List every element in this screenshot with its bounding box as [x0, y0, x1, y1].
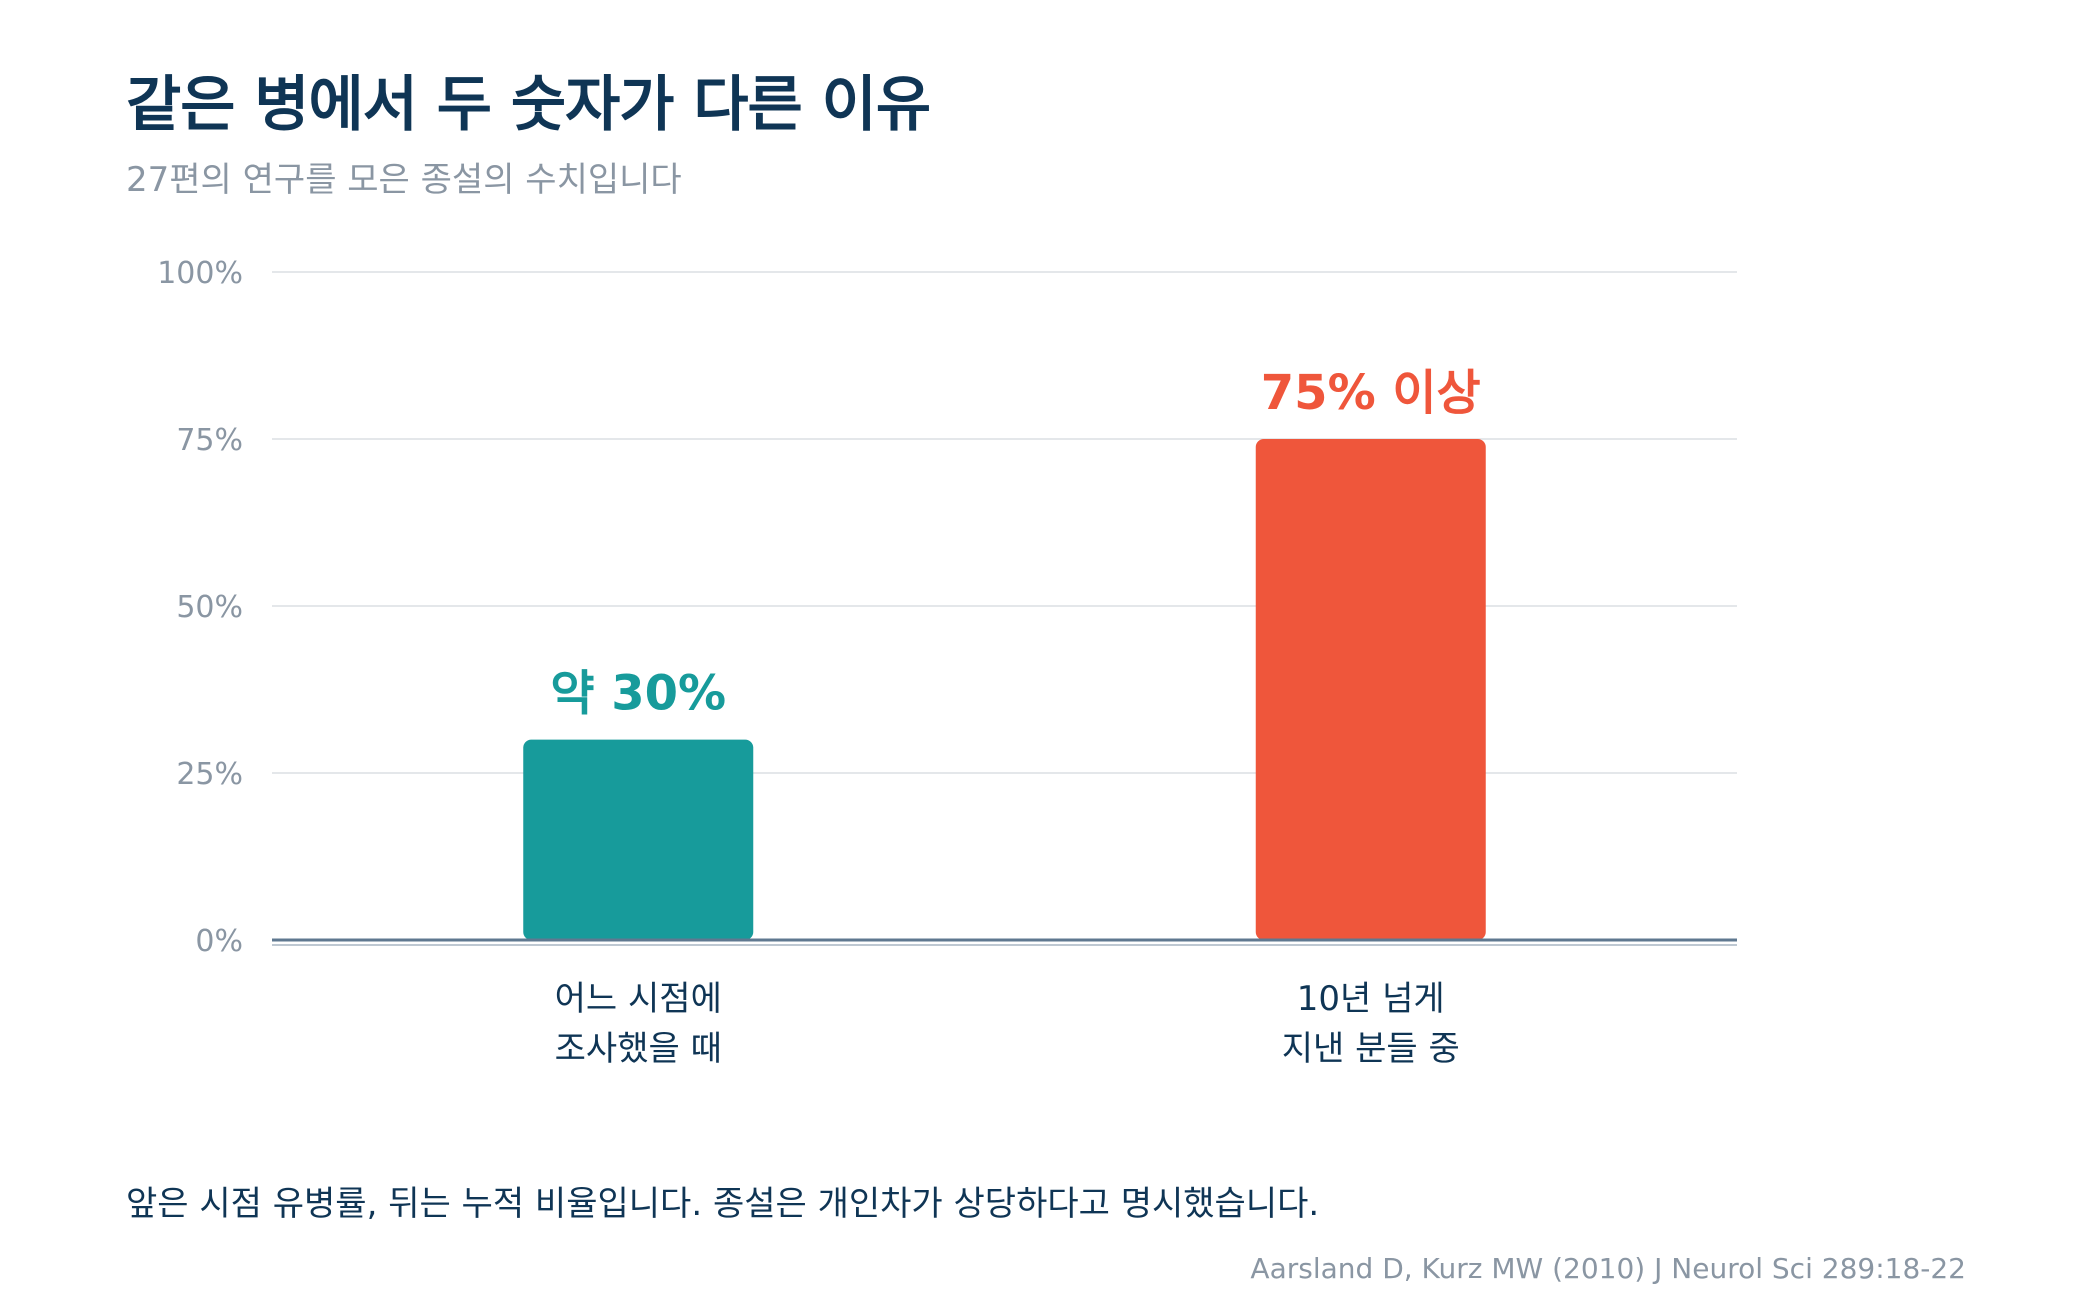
y-tick-label: 100% — [157, 256, 243, 291]
category-label: 지낸 분들 중 — [1282, 1029, 1460, 1069]
category-label: 조사했을 때 — [555, 1029, 722, 1069]
category-label: 10년 넘게 — [1297, 979, 1445, 1019]
y-axis-ticks: 0% 25% 50% 75% 100% — [157, 256, 243, 959]
bar-value-label: 약 30% — [550, 666, 726, 722]
gridlines — [272, 271, 1737, 774]
bars — [523, 439, 1486, 940]
y-tick-label: 25% — [176, 757, 243, 792]
y-tick-label: 0% — [195, 924, 243, 959]
category-label: 어느 시점에 — [555, 979, 722, 1019]
y-tick-label: 50% — [176, 590, 243, 625]
bar — [1255, 439, 1486, 940]
chart-subtitle: 27편의 연구를 모은 종설의 수치입니다 — [126, 160, 682, 200]
y-tick-label: 75% — [176, 423, 243, 458]
source-citation: Aarsland D, Kurz MW (2010) J Neurol Sci … — [1250, 1252, 1966, 1285]
value-labels: 약 30% 75% 이상 — [550, 365, 1480, 722]
footnote: 앞은 시점 유병률, 뒤는 누적 비율입니다. 종설은 개인차가 상당하다고 명… — [126, 1184, 1320, 1224]
chart-title: 같은 병에서 두 숫자가 다른 이유 — [126, 70, 931, 140]
bar-value-label: 75% 이상 — [1261, 365, 1481, 421]
x-axis — [272, 938, 1737, 946]
bar — [523, 739, 754, 940]
